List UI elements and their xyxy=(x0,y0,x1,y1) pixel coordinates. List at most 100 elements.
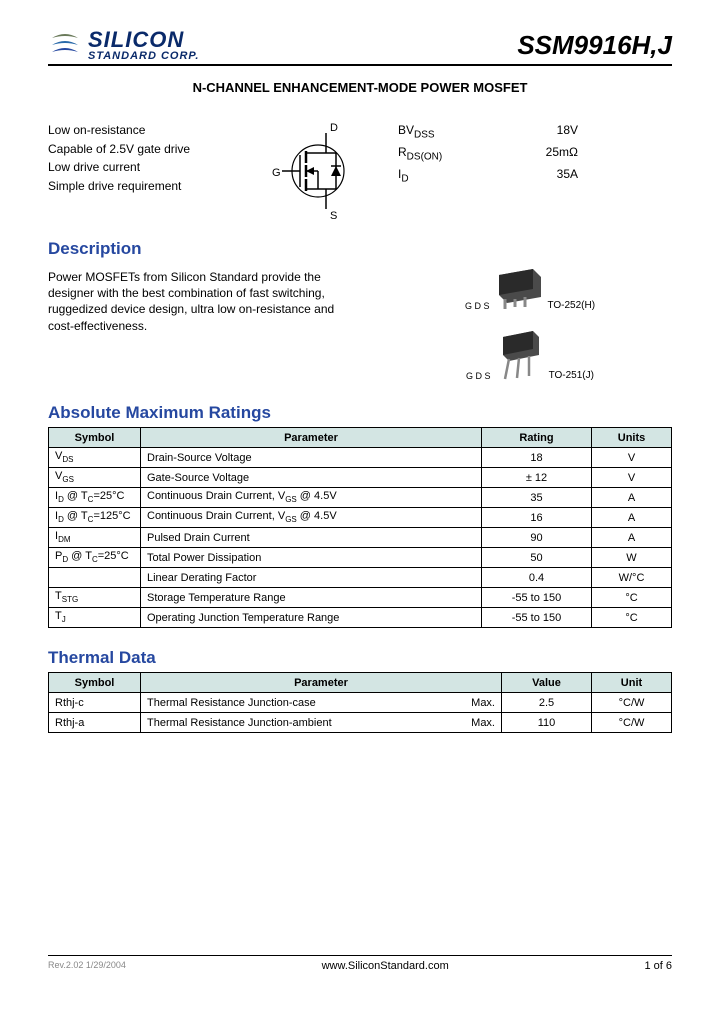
spec-value: 25mΩ xyxy=(546,143,578,165)
cell-rating: -55 to 150 xyxy=(482,608,592,628)
cell-units: °C xyxy=(592,608,672,628)
package-icon xyxy=(495,331,545,381)
cell-rating: ± 12 xyxy=(482,468,592,488)
package-icon xyxy=(493,269,543,311)
cell-units: A xyxy=(592,488,672,508)
cell-param: Gate-Source Voltage xyxy=(141,468,482,488)
table-row: VDSDrain-Source Voltage18V xyxy=(49,448,672,468)
cell-symbol: Rthj-a xyxy=(49,713,141,733)
cell-units: V xyxy=(592,468,672,488)
package-label: TO-252(H) xyxy=(547,300,595,311)
description-title: Description xyxy=(48,239,672,259)
table-row: Rthj-cThermal Resistance Junction-caseMa… xyxy=(49,693,672,713)
cell-rating: 0.4 xyxy=(482,568,592,588)
key-specs: BVDSS 18V RDS(ON) 25mΩ ID 35A xyxy=(398,121,618,221)
spec-label: ID xyxy=(398,165,409,187)
footer-rule xyxy=(48,955,672,956)
footer-url: www.SiliconStandard.com xyxy=(322,960,449,972)
cell-param: Thermal Resistance Junction-caseMax. xyxy=(141,693,502,713)
table-row: ID @ TC=125°CContinuous Drain Current, V… xyxy=(49,508,672,528)
cell-units: W xyxy=(592,548,672,568)
spec-value: 35A xyxy=(557,165,578,187)
cell-param: Linear Derating Factor xyxy=(141,568,482,588)
overview-section: Low on-resistance Capable of 2.5V gate d… xyxy=(48,121,672,221)
feature-item: Simple drive requirement xyxy=(48,177,228,196)
footer-revision: Rev.2.02 1/29/2004 xyxy=(48,960,126,972)
svg-text:D: D xyxy=(330,122,338,134)
cell-param: Operating Junction Temperature Range xyxy=(141,608,482,628)
cell-units: A xyxy=(592,508,672,528)
description-row: Power MOSFETs from Silicon Standard prov… xyxy=(48,269,672,381)
cell-units: A xyxy=(592,528,672,548)
thermal-title: Thermal Data xyxy=(48,648,672,668)
col-parameter: Parameter xyxy=(141,673,502,693)
cell-symbol: ID @ TC=125°C xyxy=(49,508,141,528)
feature-item: Low drive current xyxy=(48,158,228,177)
col-units: Units xyxy=(592,428,672,448)
header-rule xyxy=(48,64,672,66)
ratings-table: Symbol Parameter Rating Units VDSDrain-S… xyxy=(48,427,672,628)
cell-rating: 35 xyxy=(482,488,592,508)
table-row: VGSGate-Source Voltage± 12V xyxy=(49,468,672,488)
cell-symbol: IDM xyxy=(49,528,141,548)
cell-symbol: TSTG xyxy=(49,588,141,608)
logo-icon xyxy=(48,28,82,62)
cell-value: 2.5 xyxy=(502,693,592,713)
table-row: Linear Derating Factor0.4W/°C xyxy=(49,568,672,588)
cell-rating: 90 xyxy=(482,528,592,548)
cell-param: Total Power Dissipation xyxy=(141,548,482,568)
cell-param: Thermal Resistance Junction-ambientMax. xyxy=(141,713,502,733)
cell-symbol xyxy=(49,568,141,588)
company-sub: STANDARD CORP. xyxy=(88,51,199,62)
svg-text:G: G xyxy=(272,167,281,179)
cell-symbol: ID @ TC=25°C xyxy=(49,488,141,508)
ratings-title: Absolute Maximum Ratings xyxy=(48,403,672,423)
schematic-symbol: D G S xyxy=(248,121,378,221)
footer-page: 1 of 6 xyxy=(644,960,672,972)
cell-symbol: VDS xyxy=(49,448,141,468)
features-list: Low on-resistance Capable of 2.5V gate d… xyxy=(48,121,228,221)
page-header: SILICON STANDARD CORP. SSM9916H,J xyxy=(48,28,672,62)
cell-unit: °C/W xyxy=(592,713,672,733)
cell-unit: °C/W xyxy=(592,693,672,713)
col-unit: Unit xyxy=(592,673,672,693)
cell-rating: -55 to 150 xyxy=(482,588,592,608)
col-rating: Rating xyxy=(482,428,592,448)
package-illustrations: G D S TO-252(H) G D S xyxy=(388,269,672,381)
cell-symbol: TJ xyxy=(49,608,141,628)
feature-item: Low on-resistance xyxy=(48,121,228,140)
package-to251: G D S TO-251(J) xyxy=(466,331,594,381)
cell-units: V xyxy=(592,448,672,468)
cell-rating: 50 xyxy=(482,548,592,568)
part-number: SSM9916H,J xyxy=(517,30,672,61)
cell-symbol: PD @ TC=25°C xyxy=(49,548,141,568)
company-logo: SILICON STANDARD CORP. xyxy=(48,28,199,62)
spec-row: ID 35A xyxy=(398,165,578,187)
page-footer: Rev.2.02 1/29/2004 www.SiliconStandard.c… xyxy=(48,955,672,972)
description-text: Power MOSFETs from Silicon Standard prov… xyxy=(48,269,358,381)
package-pins: G D S xyxy=(466,371,491,381)
cell-units: W/°C xyxy=(592,568,672,588)
table-row: PD @ TC=25°CTotal Power Dissipation50W xyxy=(49,548,672,568)
cell-param: Storage Temperature Range xyxy=(141,588,482,608)
cell-rating: 16 xyxy=(482,508,592,528)
table-row: ID @ TC=25°CContinuous Drain Current, VG… xyxy=(49,488,672,508)
cell-param: Continuous Drain Current, VGS @ 4.5V xyxy=(141,488,482,508)
cell-param: Pulsed Drain Current xyxy=(141,528,482,548)
package-pins: G D S xyxy=(465,301,490,311)
company-name: SILICON xyxy=(88,29,199,51)
col-symbol: Symbol xyxy=(49,428,141,448)
svg-text:S: S xyxy=(330,210,337,221)
spec-row: RDS(ON) 25mΩ xyxy=(398,143,578,165)
package-to252: G D S TO-252(H) xyxy=(465,269,595,311)
package-label: TO-251(J) xyxy=(549,370,594,381)
table-row: IDMPulsed Drain Current90A xyxy=(49,528,672,548)
cell-symbol: Rthj-c xyxy=(49,693,141,713)
spec-label: BVDSS xyxy=(398,121,435,143)
col-value: Value xyxy=(502,673,592,693)
col-parameter: Parameter xyxy=(141,428,482,448)
spec-label: RDS(ON) xyxy=(398,143,442,165)
table-row: Rthj-aThermal Resistance Junction-ambien… xyxy=(49,713,672,733)
spec-row: BVDSS 18V xyxy=(398,121,578,143)
cell-param: Continuous Drain Current, VGS @ 4.5V xyxy=(141,508,482,528)
